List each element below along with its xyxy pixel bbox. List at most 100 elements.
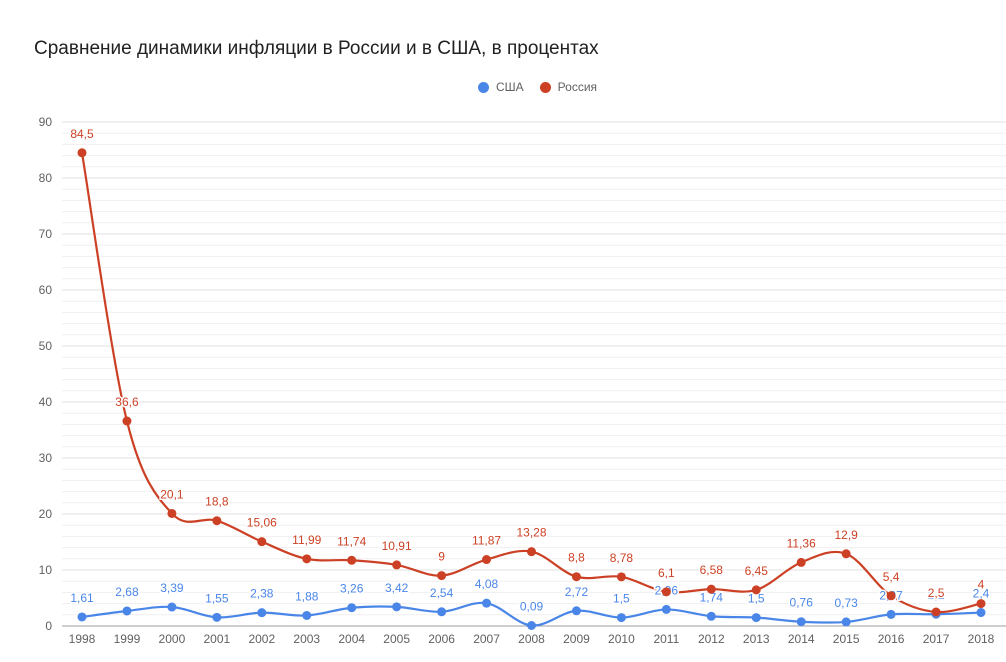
x-tick-label: 2001 [203,632,230,646]
data-point-usa [661,604,671,614]
x-tick-label: 2002 [248,632,275,646]
x-tick-label: 2000 [159,632,186,646]
data-label-usa: 0,09 [520,599,544,613]
data-point-usa [616,613,626,623]
x-tick-label: 2003 [293,632,320,646]
data-label-russia: 20,1 [160,487,184,501]
x-tick-label: 2005 [383,632,410,646]
x-tick-label: 1998 [69,632,96,646]
data-label-russia: 13,28 [516,526,546,540]
y-tick-label: 20 [39,507,53,521]
data-label-russia: 15,06 [247,516,277,530]
data-point-usa [347,603,357,613]
data-label-usa: 2,4 [973,587,990,601]
x-tick-label: 2006 [428,632,455,646]
data-point-usa [302,610,312,620]
data-point-russia [77,148,87,158]
data-label-usa: 1,5 [748,592,765,606]
data-point-usa [571,606,581,616]
data-label-russia: 11,99 [292,533,321,547]
data-point-usa [122,606,132,616]
data-label-russia: 5,4 [883,570,900,584]
data-label-russia: 6,58 [700,563,724,577]
data-label-russia: 84,5 [70,127,94,141]
chart-title: Сравнение динамики инфляции в России и в… [34,38,599,59]
data-label-russia: 4 [978,578,985,592]
data-point-russia [931,607,941,617]
data-label-usa: 4,08 [475,577,499,591]
data-label-russia: 18,8 [205,495,229,509]
data-label-usa: 3,42 [385,581,409,595]
data-point-usa [527,620,536,630]
x-tick-label: 2010 [608,632,635,646]
y-tick-label: 40 [39,395,53,409]
data-point-russia [392,560,402,570]
data-point-russia [257,537,267,547]
data-point-usa [751,613,761,623]
data-label-usa: 2,68 [115,585,139,599]
y-tick-label: 0 [45,619,52,633]
x-tick-label: 2009 [563,632,590,646]
data-point-russia [706,584,716,594]
data-point-russia [751,585,761,595]
data-label-russia: 36,6 [115,395,139,409]
data-point-usa [212,612,222,622]
data-point-usa [482,598,492,608]
data-point-russia [212,516,222,526]
x-tick-label: 2013 [743,632,770,646]
legend-marker-usa [478,81,489,93]
legend-marker-russia [539,81,551,93]
data-point-russia [482,555,492,565]
y-tick-label: 10 [39,563,53,577]
data-label-russia: 9 [438,550,445,564]
data-point-usa [257,608,267,618]
data-point-russia [886,591,896,601]
x-tick-label: 2007 [473,632,500,646]
data-label-usa: 1,61 [70,591,94,605]
x-tick-label: 2017 [923,632,950,646]
x-tick-label: 2008 [518,632,545,646]
data-point-russia [841,549,851,559]
data-label-russia: 11,36 [787,536,816,550]
y-tick-label: 30 [39,451,53,465]
data-label-usa: 2,72 [565,585,589,599]
x-tick-label: 2018 [968,632,995,646]
data-point-russia [796,557,806,567]
data-label-russia: 2,5 [928,586,945,600]
x-tick-label: 2004 [338,632,365,646]
data-label-usa: 1,55 [205,591,229,605]
x-tick-label: 2011 [653,632,679,646]
x-tick-label: 2015 [833,632,860,646]
data-point-russia [527,547,536,557]
data-label-usa: 1,74 [700,590,724,604]
data-label-russia: 6,45 [745,564,769,578]
data-label-russia: 10,91 [382,539,412,553]
data-point-russia [661,587,671,597]
data-label-usa: 3,39 [160,581,184,595]
x-tick-label: 2012 [698,632,725,646]
y-tick-label: 90 [39,115,53,129]
data-point-usa [167,602,177,612]
data-point-usa [841,617,851,627]
legend-item-russia: Россия [539,80,598,94]
data-point-russia [571,572,581,582]
data-point-russia [167,508,177,518]
data-label-usa: 0,76 [790,596,814,610]
series-line-russia [80,152,982,614]
data-label-usa: 2,1 [928,588,945,602]
data-label-usa: 1,88 [295,589,319,603]
data-label-russia: 12,9 [834,528,858,542]
data-point-russia [302,554,312,564]
legend-label-usa: США [496,80,524,94]
data-point-usa [392,602,402,612]
x-tick-label: 2016 [878,632,905,646]
legend-label-russia: Россия [557,80,598,94]
data-label-usa: 2,38 [250,587,274,601]
data-point-russia [616,572,626,582]
data-label-usa: 2,54 [430,586,454,600]
legend: США Россия [478,80,597,94]
data-label-usa: 1,5 [613,592,630,606]
x-tick-label: 2014 [788,632,815,646]
y-tick-label: 50 [39,339,53,353]
